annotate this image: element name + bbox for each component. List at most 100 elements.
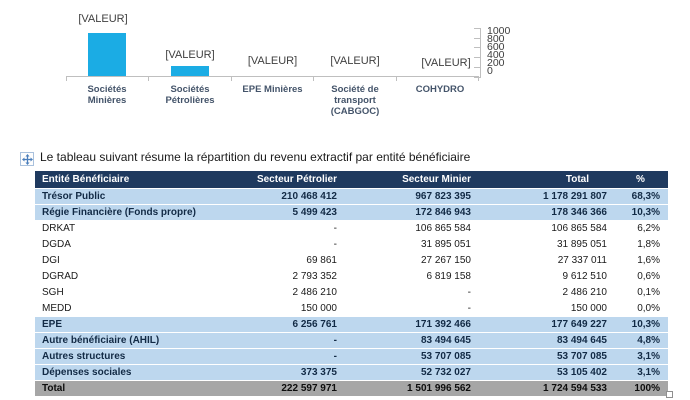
- chart-bar: [88, 32, 126, 76]
- table-cell[interactable]: Total: [35, 380, 230, 396]
- table-cell[interactable]: 53 707 085: [480, 348, 613, 365]
- table-cell[interactable]: 2 793 352: [230, 268, 345, 285]
- table-cell[interactable]: -: [345, 300, 480, 317]
- table-cell[interactable]: 1 178 291 807: [480, 188, 613, 205]
- table-cell[interactable]: Autre bénéficiaire (AHIL): [35, 332, 230, 349]
- table-cell[interactable]: 9 612 510: [480, 268, 613, 285]
- table-cell[interactable]: 967 823 395: [345, 188, 480, 205]
- table-cell[interactable]: 100%: [613, 380, 668, 396]
- table-caption[interactable]: Le tableau suivant résume la répartition…: [40, 150, 471, 164]
- table-cell[interactable]: 52 732 027: [345, 364, 480, 381]
- table-cell[interactable]: 53 707 085: [345, 348, 480, 365]
- table-cell[interactable]: -: [230, 332, 345, 349]
- table-cell[interactable]: 6 819 158: [345, 268, 480, 285]
- col-header-secteur-petrolier[interactable]: Secteur Pétrolier: [230, 171, 345, 189]
- chart-bar: [171, 65, 209, 76]
- table-cell[interactable]: -: [230, 236, 345, 253]
- table-move-handle-icon[interactable]: [20, 152, 34, 166]
- table-cell[interactable]: 83 494 645: [480, 332, 613, 349]
- table-cell[interactable]: 53 105 402: [480, 364, 613, 381]
- bar-chart[interactable]: [VALEUR] [VALEUR] [VALEUR] [VALEUR] [VALEUR]…: [0, 0, 690, 148]
- table-row: DGDA -31 895 051 31 895 051 1,8%: [35, 236, 668, 253]
- table-cell[interactable]: DGDA: [35, 236, 230, 253]
- table-cell[interactable]: 27 337 011: [480, 252, 613, 269]
- table-cell[interactable]: 27 267 150: [345, 252, 480, 269]
- value-axis-tick: [474, 47, 481, 49]
- data-label: [VALEUR]: [247, 55, 298, 67]
- table-row: EPE 6 256 761 171 392 466 177 649 227 10,3%: [35, 316, 668, 333]
- table-cell[interactable]: 2 486 210: [480, 284, 613, 301]
- col-header-percent[interactable]: %: [613, 171, 668, 189]
- data-label: [VALEUR]: [421, 57, 471, 69]
- table-cell[interactable]: SGH: [35, 284, 230, 301]
- table-cell[interactable]: DGRAD: [35, 268, 230, 285]
- col-header-entite-beneficiaire[interactable]: Entité Bénéficiaire: [35, 171, 230, 189]
- table-cell[interactable]: 10,3%: [613, 204, 668, 221]
- table-cell[interactable]: 172 846 943: [345, 204, 480, 221]
- table-cell[interactable]: 171 392 466: [345, 316, 480, 333]
- table-cell[interactable]: Trésor Public: [35, 188, 230, 205]
- table-cell[interactable]: Autres structures: [35, 348, 230, 365]
- table-cell[interactable]: 1,6%: [613, 252, 668, 269]
- table-row: DGRAD 2 793 352 6 819 158 9 612 510 0,6%: [35, 268, 668, 285]
- table-cell[interactable]: 150 000: [230, 300, 345, 317]
- value-axis-label: 200: [487, 56, 505, 69]
- table-cell[interactable]: 6,2%: [613, 220, 668, 237]
- table-cell[interactable]: 373 375: [230, 364, 345, 381]
- category-axis-tick: [478, 76, 479, 81]
- value-axis-tick: [474, 66, 481, 68]
- table-cell[interactable]: -: [230, 220, 345, 237]
- table-row: Dépenses sociales 373 375 52 732 027 53 105…: [35, 364, 668, 381]
- table-cell[interactable]: 0,0%: [613, 300, 668, 317]
- table-cell[interactable]: Dépenses sociales: [35, 364, 230, 381]
- table-cell[interactable]: 68,3%: [613, 188, 668, 205]
- table-cell[interactable]: 2 486 210: [230, 284, 345, 301]
- table-cell[interactable]: 4,8%: [613, 332, 668, 349]
- table-cell[interactable]: 150 000: [480, 300, 613, 317]
- table-cell[interactable]: 178 346 366: [480, 204, 613, 221]
- table-cell[interactable]: -: [345, 284, 480, 301]
- table-cell[interactable]: -: [230, 348, 345, 365]
- col-header-secteur-minier[interactable]: Secteur Minier: [345, 171, 480, 189]
- table-cell[interactable]: DGI: [35, 252, 230, 269]
- table-cell[interactable]: Régie Financière (Fonds propre): [35, 204, 230, 221]
- value-axis-label: 1000: [487, 24, 511, 37]
- table-cell[interactable]: 222 597 971: [230, 380, 345, 396]
- table-cell[interactable]: 0,1%: [613, 284, 668, 301]
- table-cell[interactable]: 31 895 051: [480, 236, 613, 253]
- data-label: [VALEUR]: [78, 13, 128, 25]
- table-cell[interactable]: 3,1%: [613, 348, 668, 365]
- table-row: Régie Financière (Fonds propre) 5 499 423…: [35, 204, 668, 221]
- table-cell[interactable]: MEDD: [35, 300, 230, 317]
- table-cell[interactable]: 3,1%: [613, 364, 668, 381]
- value-axis-label: 400: [487, 48, 505, 61]
- value-axis-tick: [474, 57, 481, 59]
- category-label: Société de transport (CABGOC): [330, 84, 380, 117]
- table-cell[interactable]: 1,8%: [613, 236, 668, 253]
- table-cell[interactable]: 106 865 584: [480, 220, 613, 237]
- table-cell[interactable]: 0,6%: [613, 268, 668, 285]
- table-cell[interactable]: DRKAT: [35, 220, 230, 237]
- table-cell[interactable]: 83 494 645: [345, 332, 480, 349]
- table-row: Total 222 597 971 1 501 996 562 1 724 594 5…: [35, 380, 668, 396]
- category-label: COHYDRO: [415, 84, 465, 95]
- table-cell[interactable]: 1 501 996 562: [345, 380, 480, 396]
- col-header-total[interactable]: Total: [480, 171, 613, 189]
- table-cell[interactable]: 177 649 227: [480, 316, 613, 333]
- table-cell[interactable]: 6 256 761: [230, 316, 345, 333]
- table-cell[interactable]: 10,3%: [613, 316, 668, 333]
- table-cell[interactable]: 106 865 584: [345, 220, 480, 237]
- table-row: Autre bénéficiaire (AHIL) -83 494 645 83 4…: [35, 332, 668, 349]
- category-axis-tick: [230, 76, 232, 81]
- table-resize-handle[interactable]: [666, 391, 673, 398]
- table-cell[interactable]: EPE: [35, 316, 230, 333]
- table-cell[interactable]: 5 499 423: [230, 204, 345, 221]
- table-cell[interactable]: 69 861: [230, 252, 345, 269]
- table-cell[interactable]: 1 724 594 533: [480, 380, 613, 396]
- table-cell[interactable]: 210 468 412: [230, 188, 345, 205]
- value-axis-label: 800: [487, 32, 505, 45]
- value-axis-tick: [474, 28, 481, 29]
- table-row: Trésor Public 210 468 412 967 823 395 1 178…: [35, 188, 668, 205]
- table-cell[interactable]: 31 895 051: [345, 236, 480, 253]
